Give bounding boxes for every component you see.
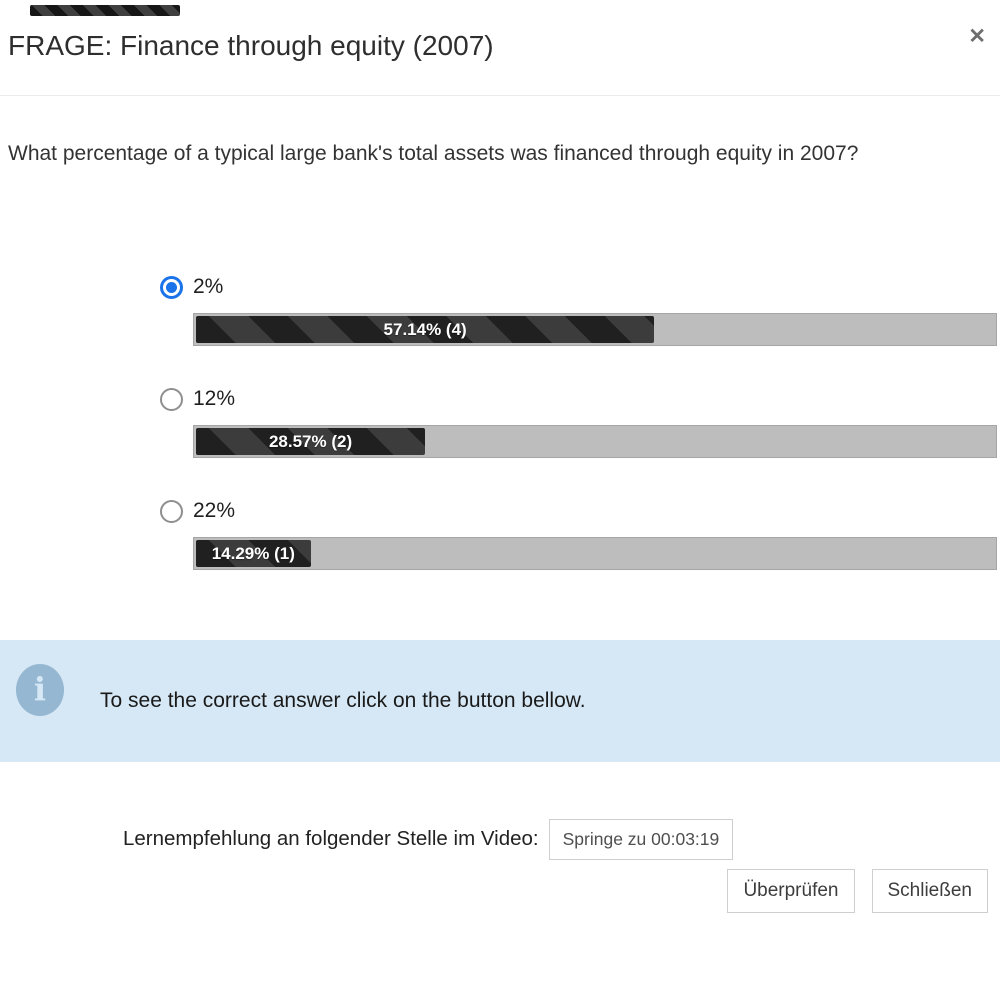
video-progress-indicator [30,5,180,16]
radio-button[interactable] [160,275,183,299]
info-icon-glyph: i [33,670,47,709]
result-bar-track: 28.57% (2) [193,425,997,458]
close-icon[interactable]: ✕ [968,25,986,48]
radio-button[interactable] [160,499,183,523]
result-bar-fill: 57.14% (4) [196,316,655,343]
dialog-actions: Überprüfen Schließen [727,869,988,913]
dialog-title: FRAGE: Finance through equity (2007) [8,30,494,61]
close-button[interactable]: Schließen [871,869,988,913]
jump-to-time-button[interactable]: Springe zu 00:03:19 [548,818,734,860]
option-label[interactable]: 12% [193,387,236,410]
answer-option: 2% 57.14% (4) [160,272,997,346]
info-banner: i To see the correct answer click on the… [0,640,1000,762]
result-bar-track: 57.14% (4) [193,313,997,346]
result-bar-fill: 28.57% (2) [196,428,426,455]
result-bar-value: 28.57% (2) [268,431,353,451]
check-button[interactable]: Überprüfen [727,869,855,913]
radio-button[interactable] [160,387,183,411]
result-bar-track: 14.29% (1) [193,537,997,570]
option-label[interactable]: 22% [193,499,236,522]
question-text: What percentage of a typical large bank'… [8,142,859,165]
result-bar-value: 57.14% (4) [383,319,467,339]
answer-option: 22% 14.29% (1) [160,496,997,570]
header-divider [0,95,1000,96]
answer-option: 12% 28.57% (2) [160,384,997,458]
video-hint-label: Lernempfehlung an folgender Stelle im Vi… [123,827,539,850]
answer-options: 2% 57.14% (4) 12% 28.57% (2) 22% [160,272,997,608]
result-bar-fill: 14.29% (1) [196,540,311,567]
option-label[interactable]: 2% [193,275,224,298]
info-text: To see the correct answer click on the b… [100,689,586,712]
info-icon: i [16,664,64,716]
result-bar-value: 14.29% (1) [211,543,295,563]
video-hint-row: Lernempfehlung an folgender Stelle im Vi… [123,818,734,860]
